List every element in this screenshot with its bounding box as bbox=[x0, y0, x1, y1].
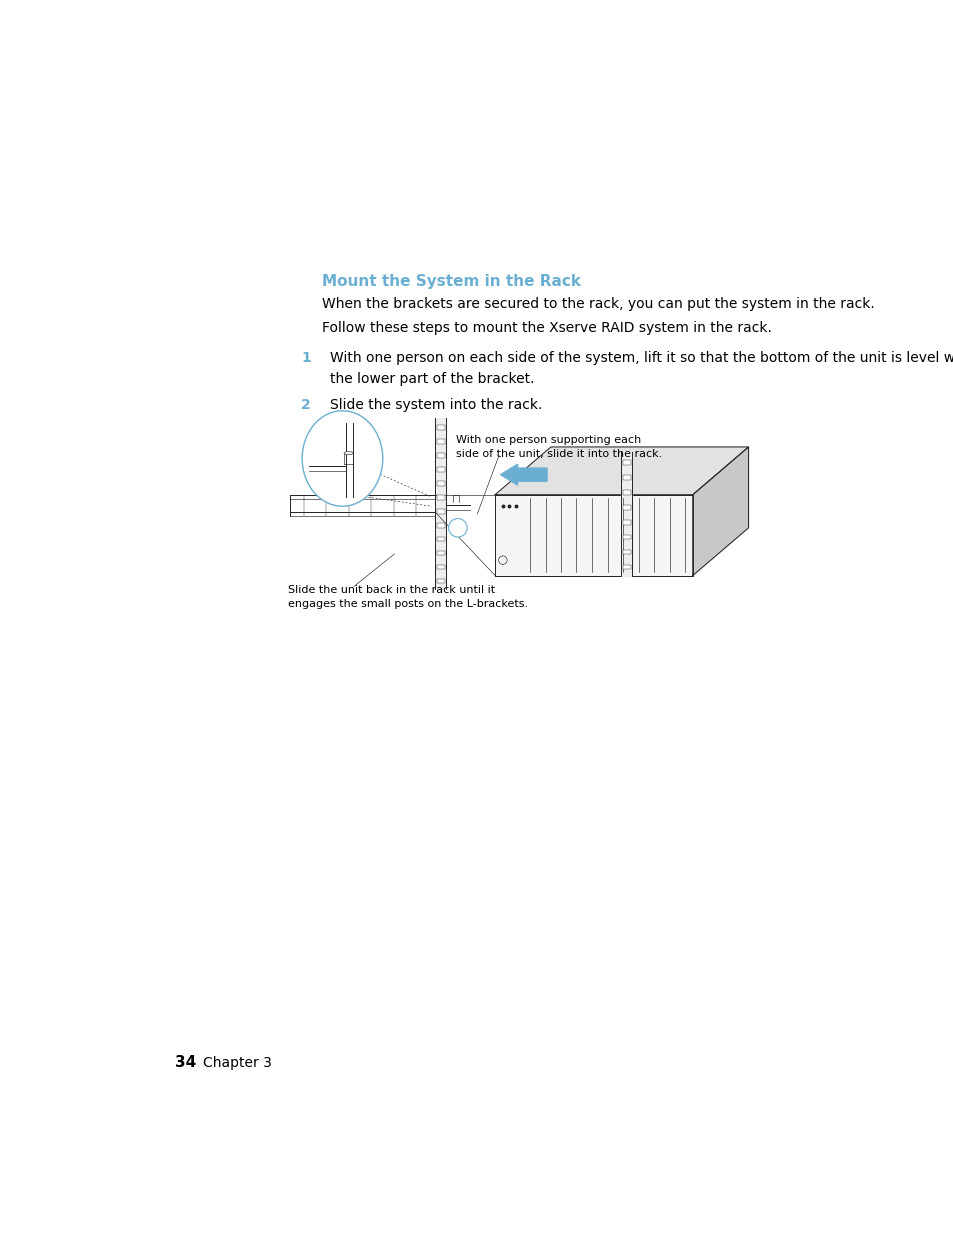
Bar bbox=[436, 537, 444, 541]
Bar bbox=[436, 440, 444, 443]
Text: side of the unit, slide it into the rack.: side of the unit, slide it into the rack… bbox=[456, 450, 662, 459]
Bar bbox=[622, 535, 630, 540]
Bar bbox=[622, 564, 630, 569]
Text: engages the small posts on the L-brackets.: engages the small posts on the L-bracket… bbox=[288, 599, 528, 609]
Bar bbox=[436, 425, 444, 430]
Bar bbox=[436, 495, 444, 500]
Polygon shape bbox=[435, 417, 446, 589]
Bar bbox=[436, 579, 444, 583]
Text: 1: 1 bbox=[301, 351, 311, 364]
Bar bbox=[622, 550, 630, 555]
Text: With one person supporting each: With one person supporting each bbox=[456, 436, 641, 446]
Text: the lower part of the bracket.: the lower part of the bracket. bbox=[330, 372, 534, 387]
Text: 2: 2 bbox=[301, 399, 311, 412]
Bar bbox=[622, 461, 630, 464]
Ellipse shape bbox=[344, 452, 353, 454]
Bar bbox=[436, 522, 444, 527]
Bar bbox=[436, 482, 444, 485]
Text: When the brackets are secured to the rack, you can put the system in the rack.: When the brackets are secured to the rac… bbox=[322, 296, 874, 311]
Text: Follow these steps to mount the Xserve RAID system in the rack.: Follow these steps to mount the Xserve R… bbox=[322, 321, 771, 336]
Text: 34: 34 bbox=[174, 1055, 196, 1070]
Text: With one person on each side of the system, lift it so that the bottom of the un: With one person on each side of the syst… bbox=[330, 351, 953, 364]
Bar bbox=[622, 475, 630, 479]
Bar bbox=[622, 490, 630, 494]
Ellipse shape bbox=[302, 411, 382, 506]
Bar bbox=[622, 505, 630, 510]
Polygon shape bbox=[495, 447, 748, 495]
Bar bbox=[436, 467, 444, 472]
Text: Mount the System in the Rack: Mount the System in the Rack bbox=[322, 274, 580, 289]
Bar bbox=[436, 509, 444, 514]
Text: Chapter 3: Chapter 3 bbox=[203, 1056, 272, 1070]
Text: Slide the system into the rack.: Slide the system into the rack. bbox=[330, 399, 542, 412]
Polygon shape bbox=[692, 447, 748, 576]
Bar bbox=[436, 564, 444, 569]
Bar bbox=[622, 520, 630, 525]
Bar bbox=[436, 453, 444, 458]
Polygon shape bbox=[620, 452, 632, 576]
Polygon shape bbox=[495, 495, 692, 576]
Text: Slide the unit back in the rack until it: Slide the unit back in the rack until it bbox=[288, 585, 495, 595]
Circle shape bbox=[448, 519, 467, 537]
Circle shape bbox=[498, 556, 507, 564]
Bar bbox=[436, 551, 444, 556]
FancyArrow shape bbox=[500, 464, 546, 485]
